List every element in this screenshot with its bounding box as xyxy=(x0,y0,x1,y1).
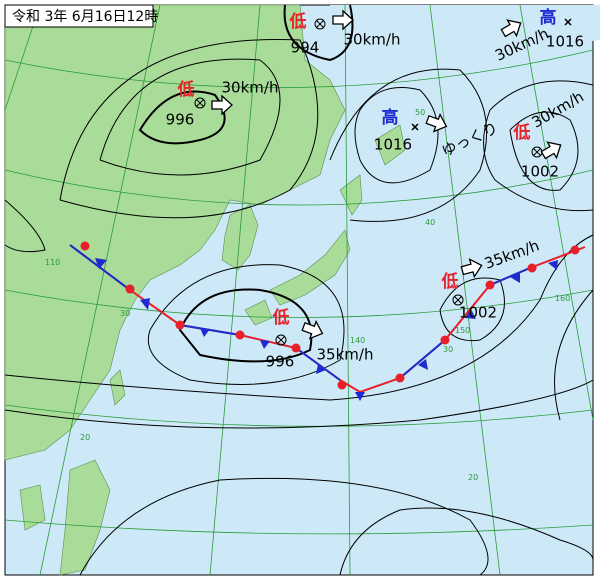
motion-arrow xyxy=(211,94,233,116)
high-centre xyxy=(411,123,419,131)
grid-labels: 50 40 30 20 110 140 150 160 20 30 xyxy=(45,108,570,482)
system-motion: 35km/h xyxy=(317,346,374,364)
grid-label: 150 xyxy=(455,326,470,335)
low-centre-x xyxy=(277,336,285,344)
low-centre-x xyxy=(454,296,462,304)
system-motion: 30km/h xyxy=(222,79,279,97)
system-kind: 低 xyxy=(272,307,290,328)
title: 令和 3年 6月16日12時 xyxy=(12,9,158,25)
system-pressure: 1002 xyxy=(521,163,559,181)
system-kind: 低 xyxy=(513,122,531,143)
low-centre xyxy=(194,97,206,109)
system-kind: 低 xyxy=(441,271,459,292)
system-pressure: 1016 xyxy=(374,136,412,154)
system-pressure: 1002 xyxy=(459,304,497,322)
grid-label: 30 xyxy=(120,309,130,318)
low-centre-x xyxy=(316,20,324,28)
grid-label: 160 xyxy=(555,294,570,303)
system-motion: 30km/h xyxy=(344,31,401,49)
system-kind: 高 xyxy=(540,7,557,28)
system-kind: 高 xyxy=(382,107,399,128)
motion-arrow xyxy=(460,258,483,279)
low-centre xyxy=(314,18,326,30)
grid-label: 110 xyxy=(45,258,60,267)
grid-label: 140 xyxy=(350,336,365,345)
motion-arrow xyxy=(425,112,448,133)
high-centre xyxy=(564,18,572,26)
system-pressure: 1016 xyxy=(546,33,584,51)
grid-label: 40 xyxy=(425,218,435,227)
land xyxy=(4,4,600,576)
system-kind: 低 xyxy=(289,11,307,32)
system-kind: 低 xyxy=(177,79,195,100)
system-pressure: 996 xyxy=(166,111,195,129)
motion-arrow xyxy=(540,141,562,160)
grid-label: 20 xyxy=(80,433,90,442)
low-centre xyxy=(275,334,287,346)
grid-label: 20 xyxy=(468,473,478,482)
motion-arrow xyxy=(301,319,324,340)
front xyxy=(69,241,586,401)
title-box xyxy=(4,4,154,28)
low-centre-x xyxy=(533,148,541,156)
grid-label: 50 xyxy=(415,108,425,117)
motion-arrow xyxy=(332,9,354,31)
system-pressure: 994 xyxy=(291,39,320,57)
grid-label: 30 xyxy=(443,345,453,354)
low-centre xyxy=(452,294,464,306)
system-pressure: 996 xyxy=(266,353,295,371)
isobars xyxy=(4,4,594,576)
motion-arrow xyxy=(500,19,522,38)
low-centre-x xyxy=(196,99,204,107)
